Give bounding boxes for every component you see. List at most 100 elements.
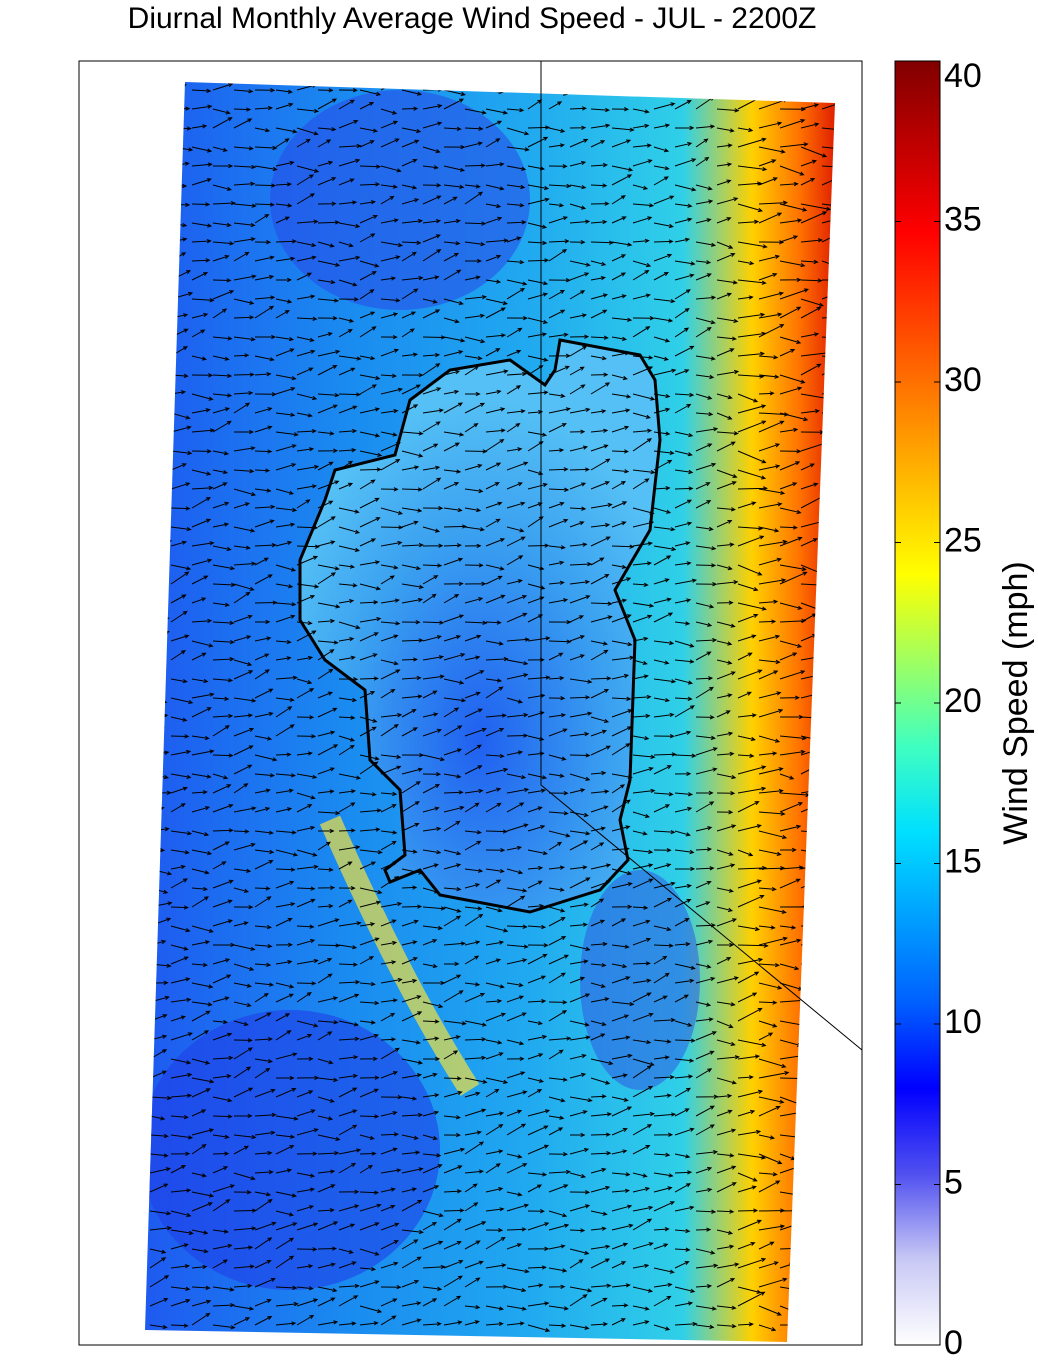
wind-arrow	[569, 290, 586, 300]
wind-arrow	[233, 561, 257, 566]
wind-arrow	[443, 298, 464, 306]
wind-arrow	[716, 580, 739, 585]
wind-arrow	[464, 581, 487, 586]
wind-arrow	[359, 164, 382, 169]
wind-arrow	[485, 1305, 505, 1311]
wind-arrow	[695, 462, 717, 471]
wind-arrow	[779, 119, 806, 129]
wind-arrow	[653, 195, 675, 205]
wind-arrow	[296, 241, 317, 248]
wind-arrow	[254, 1315, 273, 1326]
wind-arrow	[569, 944, 591, 951]
wind-arrow	[506, 220, 527, 225]
wind-arrow	[212, 564, 236, 571]
wind-arrow	[191, 849, 213, 856]
wind-arrow	[695, 1068, 713, 1079]
wind-arrow	[443, 165, 466, 172]
wind-arrow	[401, 957, 418, 965]
wind-arrow	[632, 123, 650, 129]
wind-arrow	[191, 1001, 213, 1007]
wind-arrow	[674, 1087, 692, 1098]
wind-arrow	[422, 593, 437, 604]
wind-arrow	[317, 431, 335, 436]
wind-arrow	[569, 482, 587, 490]
wind-arrow	[632, 1144, 651, 1155]
wind-arrow	[632, 108, 650, 114]
wind-arrow	[548, 203, 565, 208]
wind-arrow	[485, 1111, 505, 1117]
wind-arrow	[464, 1260, 484, 1269]
wind-arrow	[632, 1187, 651, 1193]
wind-arrow	[632, 863, 654, 870]
wind-arrow	[527, 390, 549, 395]
wind-arrow	[548, 1210, 568, 1218]
wind-arrow	[443, 990, 464, 1003]
wind-arrow	[758, 1000, 778, 1005]
wind-arrow	[674, 450, 693, 457]
wind-arrow	[233, 713, 254, 718]
wind-arrow	[695, 676, 714, 681]
wind-arrow	[359, 676, 379, 681]
wind-arrow	[611, 846, 630, 852]
wind-arrow	[170, 864, 186, 870]
wind-arrow	[443, 370, 461, 376]
wind-arrow	[380, 1012, 396, 1022]
wind-arrow	[254, 202, 275, 207]
wind-arrow	[737, 735, 756, 742]
wind-arrow	[548, 887, 565, 892]
wind-arrow	[569, 902, 589, 908]
wind-arrow	[380, 669, 401, 680]
wind-arrow	[464, 1141, 485, 1155]
wind-arrow	[401, 384, 421, 395]
wind-arrow	[485, 1163, 501, 1174]
wind-arrow	[569, 366, 585, 376]
wind-arrow	[674, 541, 691, 547]
wind-arrow	[212, 278, 232, 283]
wind-arrow	[506, 1039, 525, 1046]
wind-arrow	[611, 944, 630, 949]
wind-arrow	[233, 1038, 253, 1043]
wind-arrow	[653, 486, 671, 491]
wind-arrow	[779, 181, 799, 187]
wind-arrow	[527, 880, 543, 889]
wind-arrow	[632, 561, 653, 566]
wind-arrow	[653, 450, 675, 455]
wind-arrow	[506, 733, 529, 738]
wind-arrow	[611, 294, 627, 300]
wind-arrow	[212, 117, 233, 129]
wind-arrow	[464, 295, 487, 300]
wind-arrow	[233, 372, 255, 377]
wind-arrow	[758, 1241, 775, 1250]
wind-arrow	[758, 619, 777, 624]
wind-arrow	[527, 1301, 550, 1307]
wind-arrow	[674, 1074, 694, 1079]
wind-arrow	[359, 89, 382, 96]
wind-arrow	[401, 1039, 421, 1045]
wind-arrow	[422, 165, 439, 170]
wind-arrow	[737, 602, 767, 611]
wind-arrow	[296, 734, 317, 739]
wind-arrow	[233, 868, 252, 873]
wind-arrow	[632, 961, 651, 966]
wind-arrow	[338, 1321, 357, 1326]
wind-arrow	[674, 499, 693, 509]
wind-arrow	[422, 363, 441, 376]
wind-arrow	[317, 349, 341, 357]
wind-arrow	[548, 1115, 565, 1120]
wind-arrow	[170, 830, 193, 836]
wind-arrow	[632, 159, 653, 167]
wind-arrow	[254, 735, 273, 741]
wind-arrow	[422, 826, 442, 832]
wind-arrow	[191, 925, 214, 933]
wind-arrow	[716, 431, 739, 436]
wind-arrow	[464, 634, 482, 642]
wind-arrow	[506, 1163, 528, 1174]
wind-arrow	[191, 258, 211, 263]
wind-arrow	[401, 1073, 423, 1079]
wind-arrow	[506, 802, 525, 813]
wind-arrow	[695, 826, 713, 832]
wind-arrow	[590, 1185, 611, 1193]
wind-arrow	[653, 829, 676, 835]
wind-arrow	[758, 1020, 778, 1028]
wind-arrow	[590, 689, 610, 699]
